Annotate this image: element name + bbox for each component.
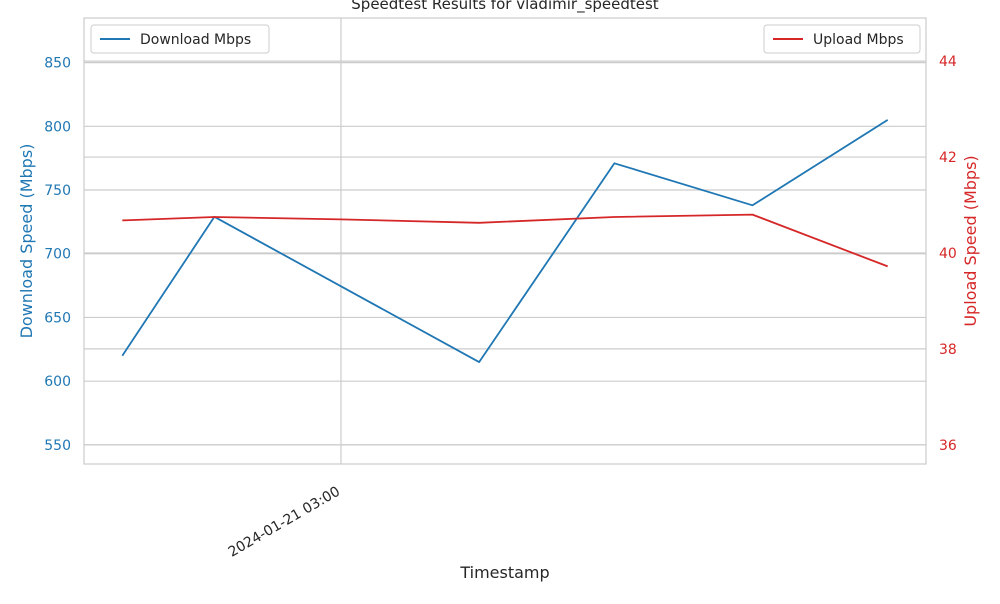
legend-download-label: Download Mbps xyxy=(140,32,251,48)
y-axis-label-right: Upload Speed (Mbps) xyxy=(961,155,980,326)
y-left-tick-label: 550 xyxy=(44,438,71,454)
upload-series-line xyxy=(122,213,889,268)
download-series-line xyxy=(121,119,889,364)
y-left-tick-label: 650 xyxy=(44,310,71,326)
axes-layer: 550 600 650 700 750 800 850 36 38 40 42 44 2024-01-2… xyxy=(44,54,957,560)
legend-upload-box xyxy=(763,24,921,54)
legend-upload: Upload Mbps xyxy=(763,24,921,54)
chart-title: Speedtest Results for vladimir_speedtest xyxy=(351,0,659,14)
y-right-tick-label: 42 xyxy=(939,150,957,166)
y-right-tick-label: 44 xyxy=(939,54,957,70)
series-layer xyxy=(121,119,889,364)
plot-frame xyxy=(83,17,927,465)
y-left-tick-label: 850 xyxy=(44,56,71,72)
y-left-tick-label: 600 xyxy=(44,374,71,390)
y-right-tick-label: 40 xyxy=(939,246,957,262)
x-tick-label: 2024-01-21 03:00 xyxy=(226,484,343,561)
y-right-tick-label: 36 xyxy=(939,438,957,454)
y-axis-label-left: Download Speed (Mbps) xyxy=(17,144,36,339)
legend-download: Download Mbps xyxy=(90,24,270,54)
y-left-tick-label: 800 xyxy=(44,119,71,135)
grid-layer xyxy=(84,18,926,464)
x-axis-label: Timestamp xyxy=(459,563,549,582)
legend-upload-label: Upload Mbps xyxy=(813,32,904,48)
y-left-tick-label: 750 xyxy=(44,183,71,199)
y-right-tick-label: 38 xyxy=(939,342,957,358)
legend-download-box xyxy=(90,24,270,54)
y-left-tick-label: 700 xyxy=(44,247,71,263)
